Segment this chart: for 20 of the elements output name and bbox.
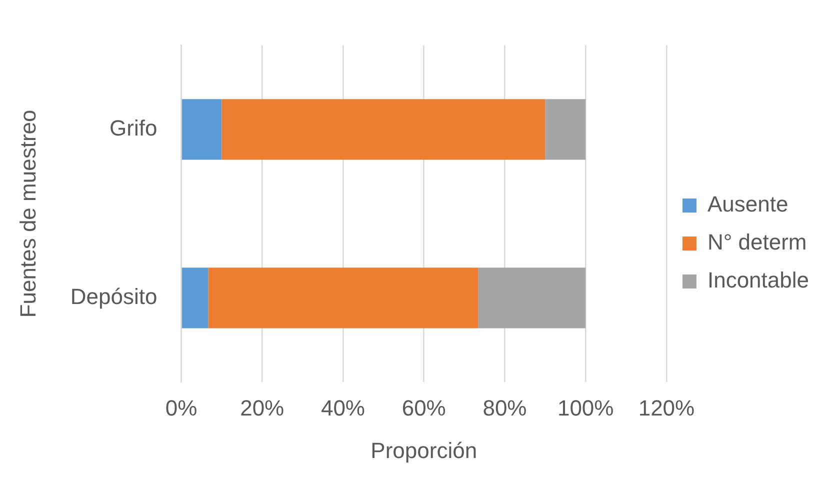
x-tick-label: 40%	[320, 395, 365, 420]
x-tick-label: 100%	[557, 395, 614, 420]
bar	[182, 99, 222, 160]
bar	[545, 99, 586, 160]
x-tick-label: 60%	[402, 395, 446, 420]
bar	[478, 268, 586, 328]
y-tick-label: Depósito	[70, 284, 158, 310]
x-tick-label: 120%	[638, 395, 695, 420]
x-axis-title: Proporción	[370, 438, 478, 463]
bar	[208, 268, 478, 328]
bar	[222, 99, 546, 160]
x-tick-label: 20%	[240, 395, 284, 420]
legend-label: Ausente	[707, 192, 788, 217]
bar	[182, 268, 208, 328]
x-tick-label: 0%	[165, 395, 198, 420]
x-tick-label: 80%	[482, 395, 527, 420]
y-tick-label: Grifo	[110, 116, 158, 141]
y-axis-title: Fuentes de muestreo	[15, 110, 40, 318]
legend-label: Incontable	[707, 268, 810, 293]
legend-label: N° determ	[707, 230, 807, 255]
